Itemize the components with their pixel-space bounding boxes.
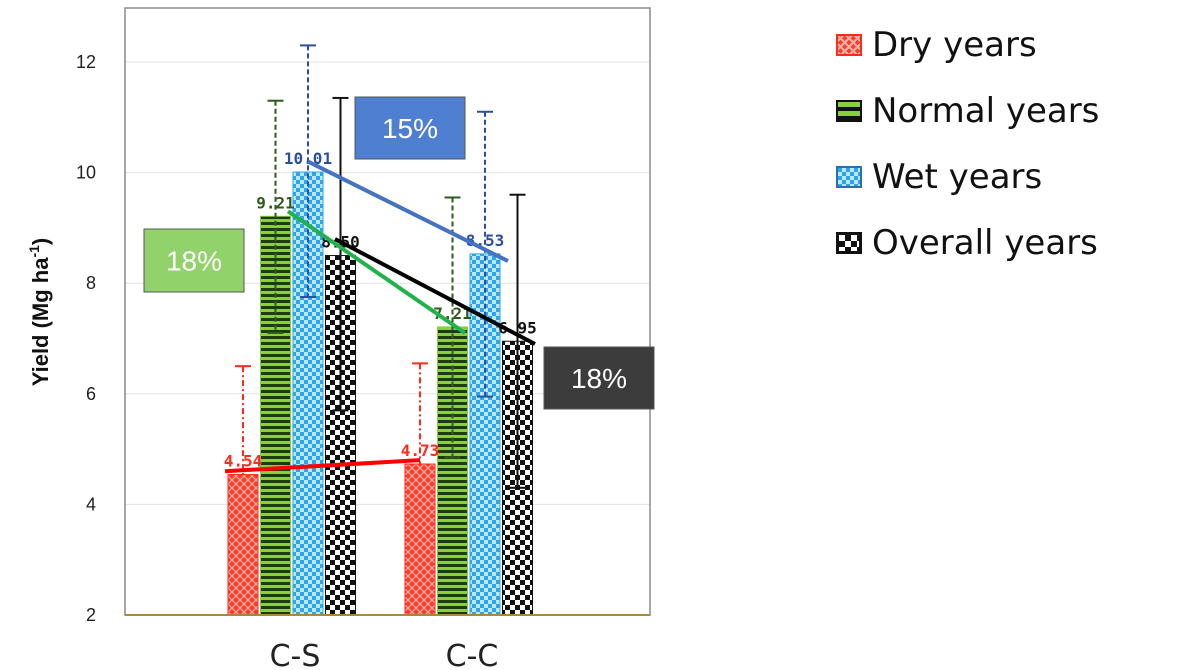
trend-line-2: [286, 209, 467, 335]
trend-lines: [224, 159, 536, 474]
trend-line-1: [224, 458, 421, 474]
category-label-1: C-S: [270, 639, 321, 670]
data-label-wet-1: 10.01: [284, 149, 332, 168]
percent-annotations: 15% 18% 18%: [143, 96, 655, 410]
percent-label-1: 15%: [382, 113, 438, 144]
legend-item-overall: Overall years: [836, 210, 1099, 276]
data-label-normal-1: 9.21: [256, 193, 295, 212]
percent-label-3: 18%: [571, 363, 627, 394]
legend-label-normal: Normal years: [872, 91, 1100, 131]
category-label-2: C-C: [446, 639, 499, 670]
legend-swatch-wet: [836, 166, 862, 188]
error-bars: [235, 44, 526, 489]
data-label-dry-1: 4.54: [224, 452, 263, 471]
y-tick-label: 10: [76, 163, 96, 183]
bar-dry-1: [227, 474, 259, 616]
legend-item-normal: Normal years: [836, 78, 1099, 144]
category-labels: C-S C-C: [270, 639, 499, 670]
bars: [227, 171, 533, 616]
y-tick-label: 2: [86, 605, 96, 625]
trend-line-4: [334, 237, 536, 346]
percent-box-2: [143, 228, 245, 293]
percent-label-2: 18%: [166, 246, 222, 277]
bar-dry-2: [404, 463, 436, 616]
legend-swatch-dry: [836, 34, 862, 56]
legend-swatch-normal: [836, 100, 862, 122]
percent-box-1: [354, 96, 466, 160]
trend-line-3: [307, 159, 509, 263]
y-tick-label: 12: [76, 52, 96, 72]
legend-label-overall: Overall years: [872, 223, 1098, 263]
legend-swatch-overall: [836, 232, 862, 254]
legend-item-dry: Dry years: [836, 12, 1099, 78]
percent-box-3: [543, 346, 655, 410]
data-label-dry-2: 4.73: [401, 441, 440, 460]
y-tick-label: 4: [86, 494, 96, 514]
legend-item-wet: Wet years: [836, 144, 1099, 210]
bar-normal-1: [260, 215, 291, 616]
y-axis-label: Yield (Mg ha-1): [26, 238, 53, 387]
data-label-wet-2: 8.53: [466, 231, 505, 250]
y-tick-label: 6: [86, 384, 96, 404]
y-tick-label: 8: [86, 273, 96, 293]
y-axis-ticks: 2 4 6 8 10 12: [76, 52, 96, 625]
legend: Dry years Normal years Wet years Overall ye…: [836, 12, 1099, 276]
data-label-overall-2: 6.95: [498, 318, 537, 337]
legend-label-dry: Dry years: [872, 25, 1037, 65]
legend-label-wet: Wet years: [872, 157, 1043, 197]
